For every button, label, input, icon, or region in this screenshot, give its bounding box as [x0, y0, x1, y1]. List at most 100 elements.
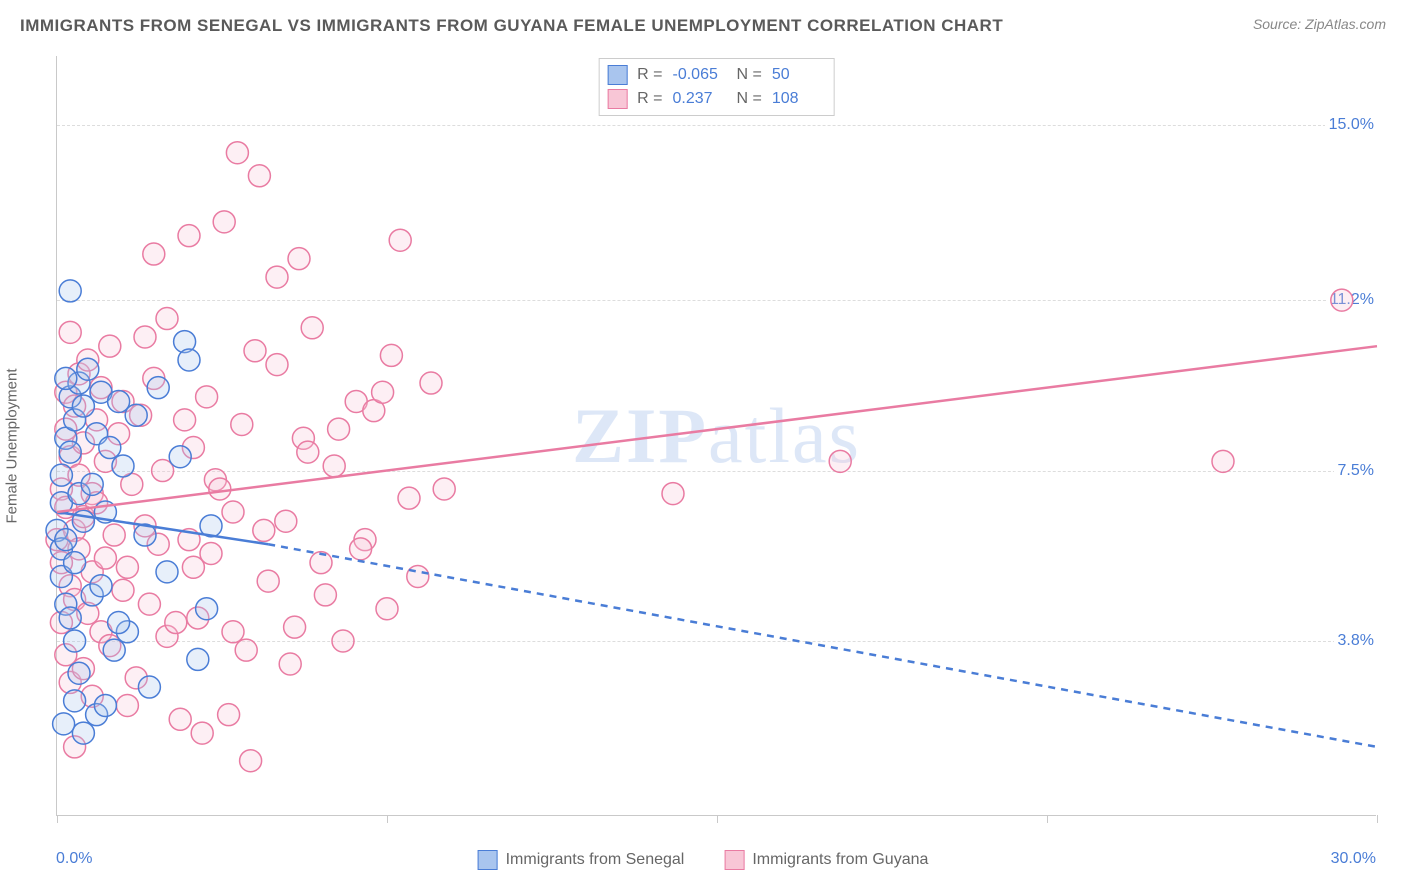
data-point — [138, 593, 160, 615]
data-point — [156, 561, 178, 583]
swatch-guyana — [724, 850, 744, 870]
x-tick — [717, 815, 718, 823]
data-point — [59, 321, 81, 343]
data-point — [196, 386, 218, 408]
data-point — [407, 565, 429, 587]
header-row: IMMIGRANTS FROM SENEGAL VS IMMIGRANTS FR… — [20, 16, 1386, 36]
data-point — [248, 165, 270, 187]
data-point — [372, 381, 394, 403]
data-point — [323, 455, 345, 477]
data-point — [94, 694, 116, 716]
regression-line — [57, 346, 1377, 512]
swatch-guyana — [607, 89, 627, 109]
legend-item-guyana: Immigrants from Guyana — [724, 850, 928, 870]
source-attribution: Source: ZipAtlas.com — [1253, 16, 1386, 32]
data-point — [398, 487, 420, 509]
x-axis-min-label: 0.0% — [56, 850, 92, 868]
data-point — [55, 529, 77, 551]
r-value-guyana: 0.237 — [673, 87, 727, 111]
r-label: R = — [637, 63, 662, 87]
data-point — [1331, 289, 1353, 311]
data-point — [187, 648, 209, 670]
source-name: ZipAtlas.com — [1305, 16, 1386, 32]
x-tick — [57, 815, 58, 823]
n-value-senegal: 50 — [772, 63, 826, 87]
data-point — [226, 142, 248, 164]
data-point — [165, 612, 187, 634]
r-label: R = — [637, 87, 662, 111]
swatch-senegal — [607, 65, 627, 85]
data-point — [108, 612, 130, 634]
data-point — [178, 349, 200, 371]
n-label: N = — [737, 63, 762, 87]
chart-title: IMMIGRANTS FROM SENEGAL VS IMMIGRANTS FR… — [20, 16, 1003, 36]
data-point — [209, 478, 231, 500]
y-axis-title: Female Unemployment — [4, 368, 21, 523]
data-point — [288, 248, 310, 270]
data-point — [196, 598, 218, 620]
data-point — [134, 326, 156, 348]
data-point — [116, 556, 138, 578]
correlation-legend: R = -0.065 N = 50 R = 0.237 N = 108 — [598, 58, 835, 116]
legend-label-senegal: Immigrants from Senegal — [506, 851, 685, 869]
data-point — [332, 630, 354, 652]
data-point — [59, 280, 81, 302]
data-point — [125, 404, 147, 426]
data-point — [81, 473, 103, 495]
n-value-guyana: 108 — [772, 87, 826, 111]
data-point — [64, 552, 86, 574]
data-point — [829, 450, 851, 472]
data-point — [59, 607, 81, 629]
data-point — [94, 547, 116, 569]
data-point — [169, 708, 191, 730]
data-point — [231, 413, 253, 435]
data-point — [191, 722, 213, 744]
data-point — [174, 409, 196, 431]
data-point — [50, 464, 72, 486]
data-point — [64, 690, 86, 712]
data-point — [279, 653, 301, 675]
data-point — [433, 478, 455, 500]
data-point — [213, 211, 235, 233]
data-point — [235, 639, 257, 661]
legend-item-senegal: Immigrants from Senegal — [478, 850, 685, 870]
n-label: N = — [737, 87, 762, 111]
data-point — [112, 455, 134, 477]
data-point — [116, 694, 138, 716]
data-point — [266, 354, 288, 376]
regression-line — [268, 544, 1377, 747]
data-point — [328, 418, 350, 440]
scatter-svg — [57, 56, 1376, 815]
data-point — [266, 266, 288, 288]
data-point — [138, 676, 160, 698]
x-axis-max-label: 30.0% — [1331, 850, 1376, 868]
data-point — [147, 377, 169, 399]
r-value-senegal: -0.065 — [673, 63, 727, 87]
data-point — [53, 713, 75, 735]
data-point — [314, 584, 336, 606]
series-legend: Immigrants from Senegal Immigrants from … — [478, 850, 929, 870]
data-point — [55, 367, 77, 389]
data-point — [99, 335, 121, 357]
data-point — [222, 621, 244, 643]
data-point — [182, 556, 204, 578]
data-point — [284, 616, 306, 638]
data-point — [240, 750, 262, 772]
data-point — [90, 575, 112, 597]
data-point — [350, 538, 372, 560]
x-tick — [387, 815, 388, 823]
data-point — [103, 524, 125, 546]
data-point — [253, 519, 275, 541]
data-point — [389, 229, 411, 251]
x-tick — [1047, 815, 1048, 823]
data-point — [257, 570, 279, 592]
data-point — [244, 340, 266, 362]
data-point — [380, 344, 402, 366]
data-point — [420, 372, 442, 394]
data-point — [64, 630, 86, 652]
data-point — [1212, 450, 1234, 472]
data-point — [68, 662, 90, 684]
legend-row-senegal: R = -0.065 N = 50 — [607, 63, 826, 87]
x-tick — [1377, 815, 1378, 823]
data-point — [72, 510, 94, 532]
